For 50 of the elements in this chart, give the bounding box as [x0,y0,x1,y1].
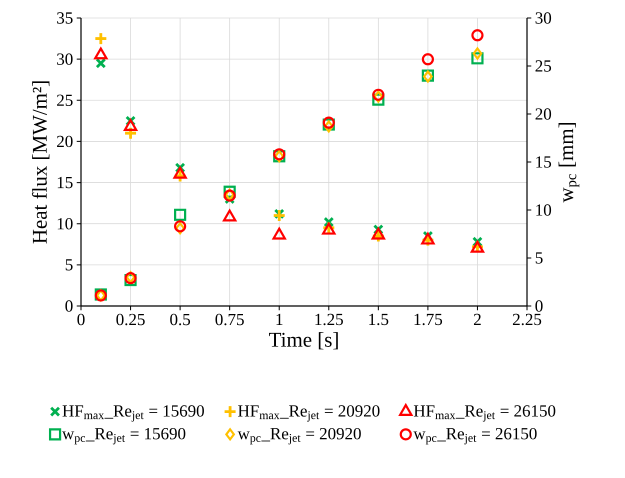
y2-tick-label: 5 [536,252,543,264]
y-tick-label: 10 [58,218,73,230]
x-axis-title: Time [s] [269,332,338,350]
point [124,119,138,131]
y2-tick-label: 30 [536,12,552,24]
y2-tick-label: 10 [536,204,552,216]
y-tick-label: 35 [57,12,73,24]
point [422,53,434,66]
x-tick-label: 0 [77,314,85,326]
legend-label: HF$_{max}$_Re$_{jet}$ = 26150 [414,405,556,422]
y-tick-label: 5 [66,259,73,270]
y-tick-label: 30 [57,53,73,65]
point [174,208,186,221]
x-tick-label: 1.5 [369,314,388,326]
x-tick-label: 1 [276,314,282,325]
point [222,210,236,222]
point [372,94,384,106]
x-tick-label: 0.75 [215,314,244,326]
y-tick-label: 20 [57,136,73,148]
point [471,52,484,64]
point [471,29,484,42]
x-tick-label: 0.5 [170,314,190,326]
y2-tick-label: 20 [536,108,552,120]
point [421,232,435,245]
point [472,47,482,60]
y2-tick-label: 0 [535,300,543,312]
y-tick-label: 15 [58,176,73,188]
legend-label: w$_{pc}$_Re$_{jet}$ = 20920 [238,428,361,444]
y2-tick-label: 15 [536,156,552,168]
point [173,166,187,179]
legend-label: HF$_{max}$_Re$_{jet}$ = 15690 [62,405,204,422]
y2-axis-title: w$_{pc}$ [mm] [558,122,580,203]
point [224,186,236,198]
x-tick-label: 0.25 [116,314,145,326]
point [372,228,386,240]
point [272,208,286,222]
y2-tick-label: 25 [536,60,552,72]
x-tick-label: 2.25 [512,314,542,326]
point [272,228,286,240]
y-tick-label: 25 [57,94,73,106]
x-tick-label: 1.25 [315,314,343,326]
x-tick-label: 2 [474,314,481,325]
legend-label: w$_{pc}$_Re$_{jet}$ = 15690 [62,428,186,444]
point [94,32,108,46]
y-tick-label: 0 [65,300,73,312]
legend-label: w$_{pc}$_Re$_{jet}$ = 26150 [413,428,537,444]
point [323,216,334,228]
legend-label: HF$_{max}$_Re$_{jet}$ = 20920 [238,405,380,422]
x-tick-label: 1.75 [414,314,442,326]
y-axis-title: Heat flux [MW/m²] [32,81,50,244]
